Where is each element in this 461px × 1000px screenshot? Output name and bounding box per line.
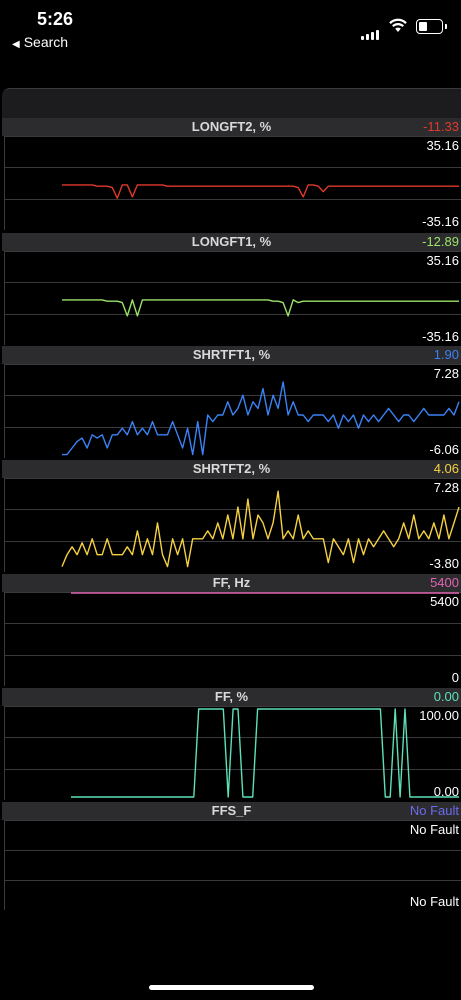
chart-svg bbox=[4, 820, 461, 910]
chart-header: SHRTFT2, % 4.06 bbox=[2, 460, 461, 478]
chart-header: LONGFT2, % -11.33 bbox=[2, 118, 461, 136]
gauge-panel: LONGFT2, % -11.33 35.16 -35.16 LONGFT1, % -12… bbox=[2, 88, 461, 910]
chart-current-value: 4.06 bbox=[433, 461, 459, 476]
chart-current-value: -11.33 bbox=[423, 119, 459, 134]
chart-svg bbox=[4, 136, 461, 230]
y-min-label: -3.80 bbox=[429, 556, 459, 571]
chart-svg bbox=[4, 592, 461, 686]
y-min-label: -6.06 bbox=[429, 442, 459, 457]
chart-5[interactable]: FF, % 0.00 100.00 0.00 bbox=[2, 688, 461, 800]
y-max-label: 35.16 bbox=[426, 253, 459, 268]
chart-svg bbox=[4, 251, 461, 345]
chart-4[interactable]: FF, Hz 5400 5400 0 bbox=[2, 574, 461, 686]
y-max-label: 35.16 bbox=[426, 138, 459, 153]
battery-icon bbox=[416, 19, 447, 34]
chart-current-value: No Fault bbox=[409, 803, 459, 818]
chart-header: LONGFT1, % -12.89 bbox=[2, 233, 461, 251]
chart-title: SHRTFT1, % bbox=[192, 347, 271, 362]
chart-2[interactable]: SHRTFT1, % 1.90 7.28 -6.06 bbox=[2, 346, 461, 458]
y-min-label: -35.16 bbox=[422, 329, 459, 344]
chart-current-value: 5400 bbox=[430, 575, 459, 590]
y-max-label: 100.00 bbox=[419, 708, 459, 723]
chart-title: FF, Hz bbox=[212, 575, 251, 590]
chart-6[interactable]: FFS_F No Fault No Fault No Fault bbox=[2, 802, 461, 910]
chart-title: LONGFT1, % bbox=[191, 234, 272, 249]
chart-0[interactable]: LONGFT2, % -11.33 35.16 -35.16 bbox=[2, 118, 461, 230]
y-max-label: 5400 bbox=[430, 594, 459, 609]
y-min-label: -35.16 bbox=[422, 214, 459, 229]
chart-title: LONGFT2, % bbox=[191, 119, 272, 134]
y-max-label: 7.28 bbox=[433, 366, 459, 381]
back-to-search[interactable]: ◀ Search bbox=[12, 34, 68, 50]
chart-3[interactable]: SHRTFT2, % 4.06 7.28 -3.80 bbox=[2, 460, 461, 572]
chart-header: FF, % 0.00 bbox=[2, 688, 461, 706]
chart-plot-area: 35.16 -35.16 bbox=[4, 136, 461, 230]
series-line bbox=[61, 490, 460, 568]
clock: 5:26 bbox=[37, 9, 74, 29]
wifi-icon bbox=[389, 18, 407, 32]
chart-plot-area: 35.16 -35.16 bbox=[4, 251, 461, 345]
back-label: Search bbox=[23, 34, 69, 50]
chart-plot-area: 100.00 0.00 bbox=[4, 706, 461, 800]
chart-title: SHRTFT2, % bbox=[192, 461, 271, 476]
chart-svg bbox=[4, 364, 461, 458]
chart-svg bbox=[4, 706, 461, 800]
panel-top-bar bbox=[2, 88, 461, 119]
y-min-label: 0 bbox=[451, 670, 459, 685]
chart-plot-area: No Fault No Fault bbox=[4, 820, 461, 910]
chart-current-value: 0.00 bbox=[433, 689, 459, 704]
chart-plot-area: 7.28 -6.06 bbox=[4, 364, 461, 458]
chart-title: FFS_F bbox=[211, 803, 252, 818]
cellular-signal-icon bbox=[361, 22, 381, 40]
series-line bbox=[62, 381, 460, 456]
y-max-label: No Fault bbox=[409, 822, 459, 837]
home-indicator[interactable] bbox=[149, 985, 314, 990]
status-bar: 5:26 ◀ Search bbox=[0, 0, 461, 60]
chart-plot-area: 7.28 -3.80 bbox=[4, 478, 461, 572]
series-line bbox=[71, 708, 459, 798]
chart-header: FF, Hz 5400 bbox=[2, 574, 461, 592]
chart-plot-area: 5400 0 bbox=[4, 592, 461, 686]
chart-title: FF, % bbox=[214, 689, 249, 704]
y-min-label: 0.00 bbox=[433, 784, 459, 799]
y-min-label: No Fault bbox=[409, 894, 459, 909]
chart-current-value: -12.89 bbox=[422, 234, 459, 249]
back-arrow-icon: ◀ bbox=[12, 39, 20, 50]
y-max-label: 7.28 bbox=[433, 480, 459, 495]
chart-svg bbox=[4, 478, 461, 572]
series-line bbox=[62, 299, 459, 317]
chart-1[interactable]: LONGFT1, % -12.89 35.16 -35.16 bbox=[2, 233, 461, 345]
chart-header: FFS_F No Fault bbox=[2, 802, 461, 820]
chart-header: SHRTFT1, % 1.90 bbox=[2, 346, 461, 364]
series-line bbox=[62, 184, 459, 199]
chart-current-value: 1.90 bbox=[433, 347, 459, 362]
